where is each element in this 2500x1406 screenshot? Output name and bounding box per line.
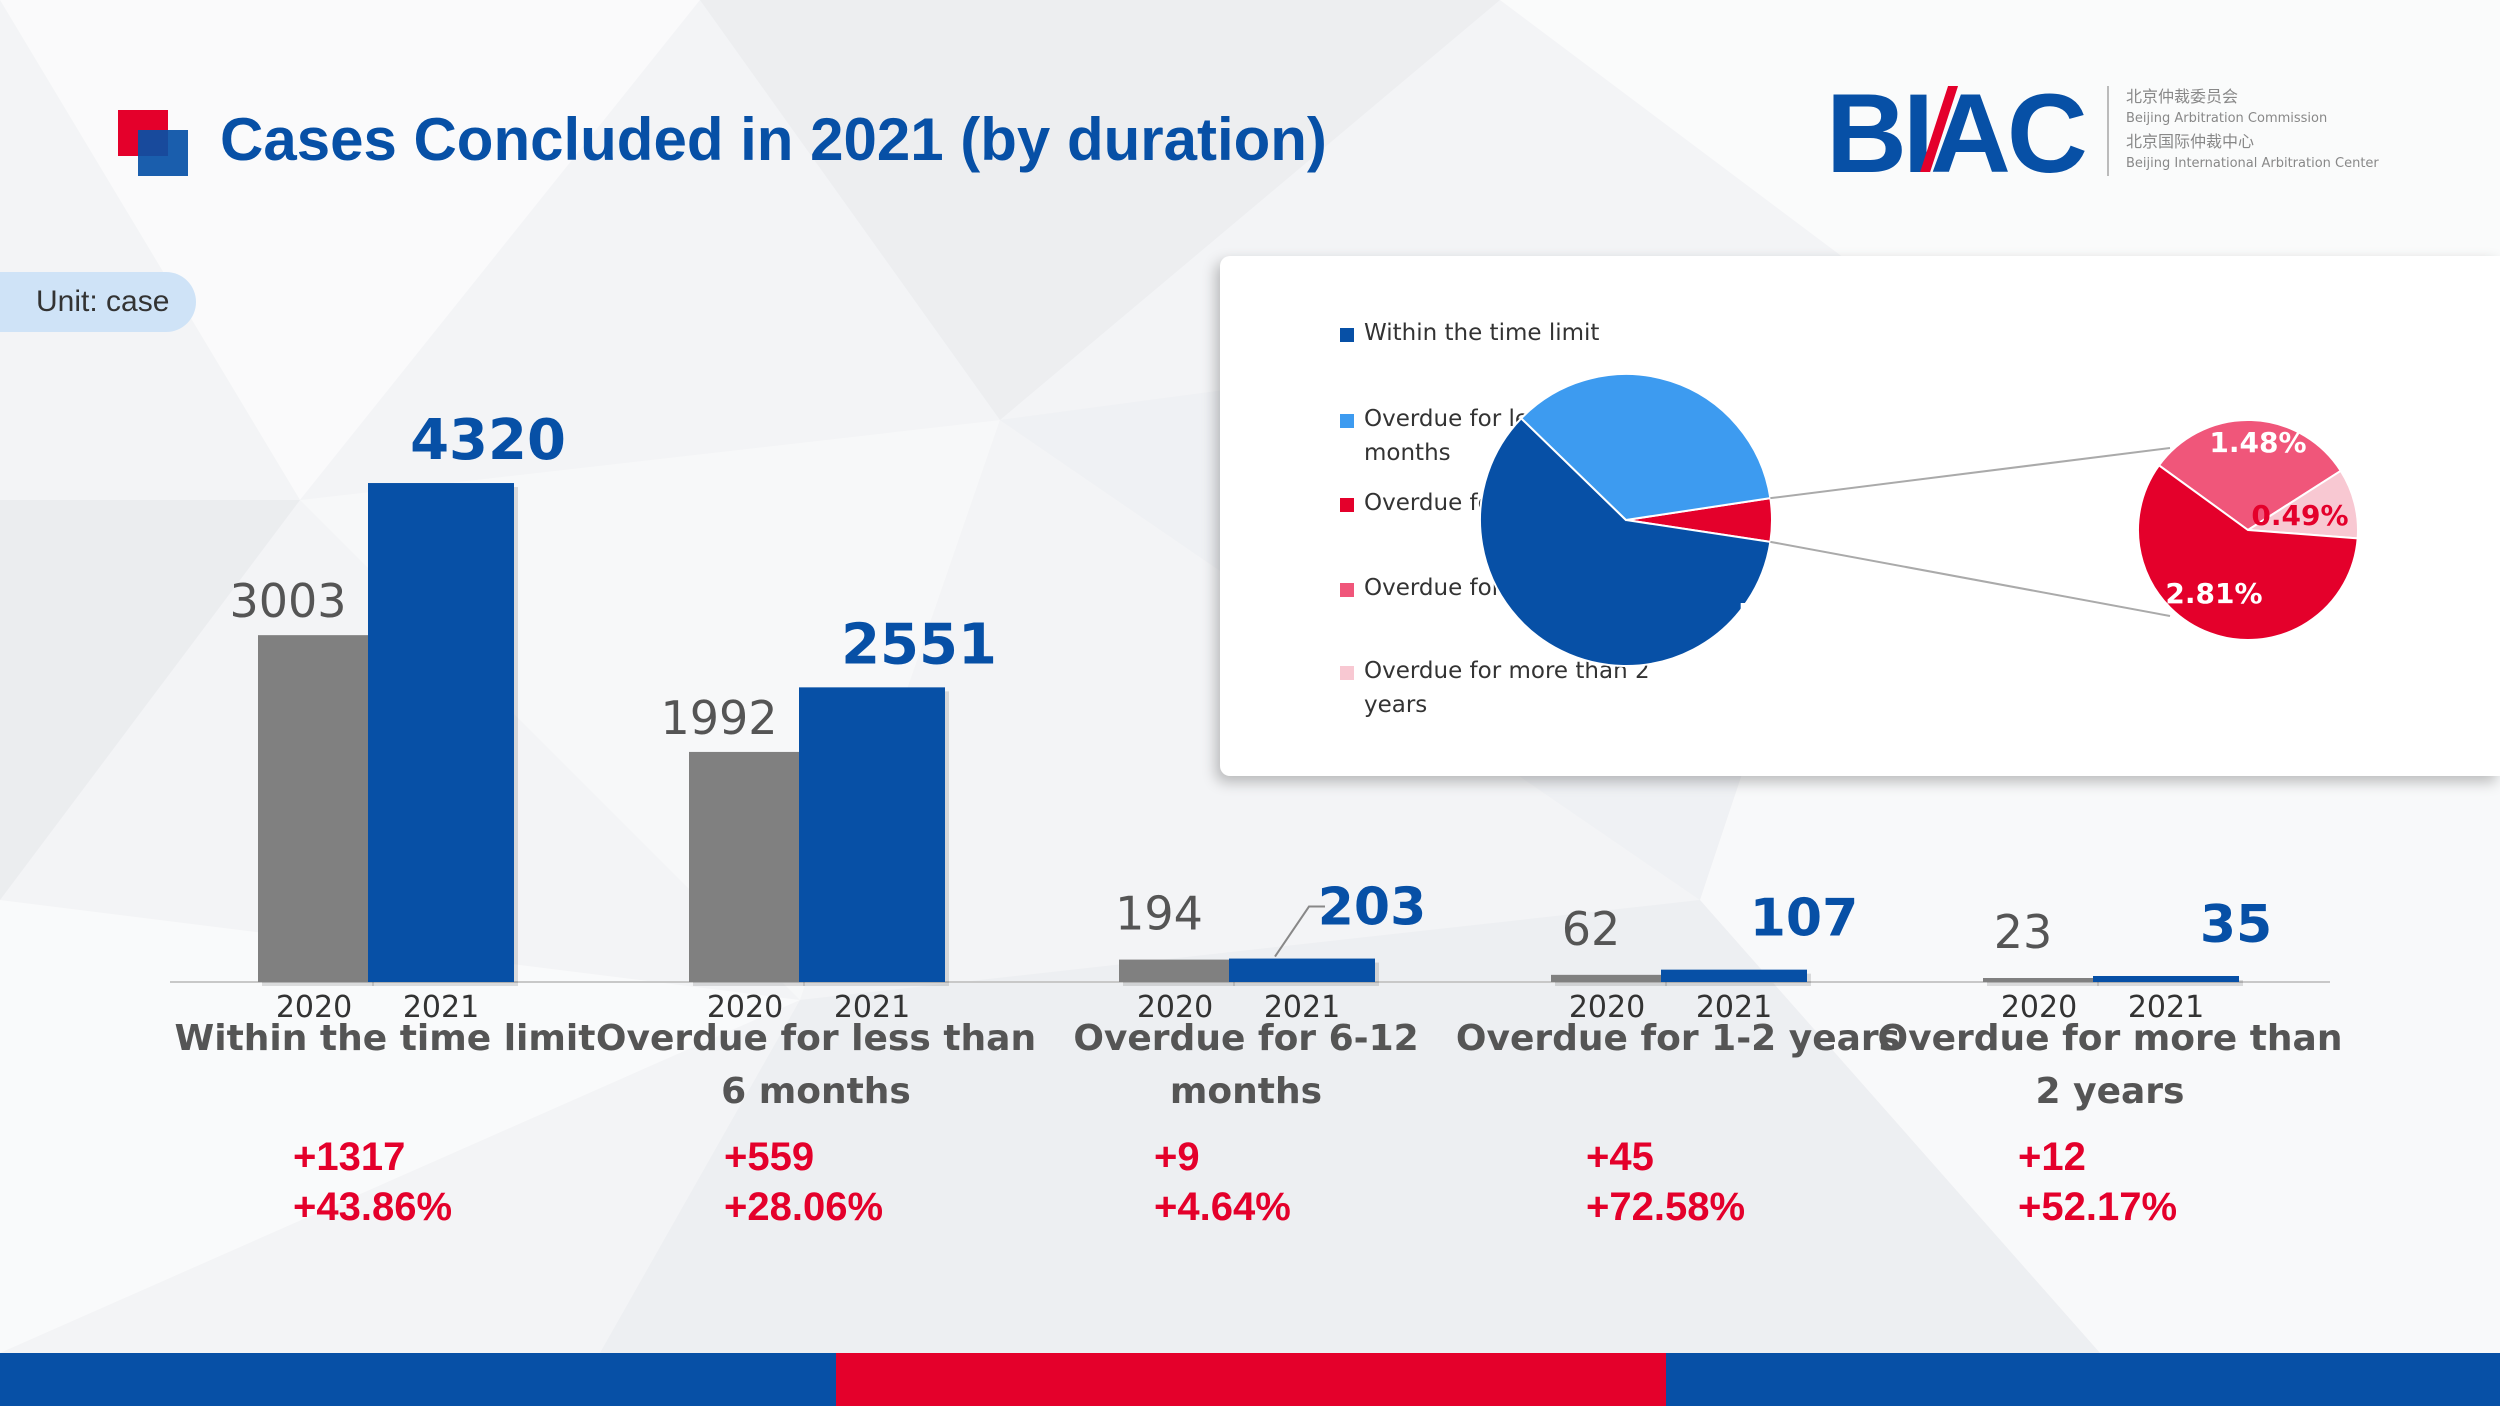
pie-chart-panel: Within the time limit Overdue for less th… bbox=[1220, 256, 2500, 776]
bar-shadow bbox=[1987, 982, 2099, 986]
footer-blue-left bbox=[0, 1353, 836, 1406]
value-label-2020-1: 1992 bbox=[660, 691, 777, 745]
change-abs-4: +12 bbox=[2018, 1135, 2086, 1179]
legend-label: Overdue for more than 2 years bbox=[1364, 658, 1650, 718]
category-label-2: Overdue for 6-12 months bbox=[1073, 1018, 1418, 1112]
bar-2021-0 bbox=[368, 483, 514, 982]
change-abs-1: +559 bbox=[724, 1135, 814, 1179]
unit-label: Unit: case bbox=[0, 272, 196, 332]
category-label-0: Within the time limit bbox=[175, 1018, 596, 1059]
bar-2021-1 bbox=[799, 687, 945, 982]
bar-2021-3 bbox=[1661, 969, 1807, 982]
legend-label: Within the time limit bbox=[1364, 320, 1600, 346]
year-tick-2021: 2021 bbox=[1696, 990, 1772, 1025]
pie-chart: 59.87% 35.35% 4.78% 2.81% 1.48% 0.49% bbox=[1479, 373, 2359, 667]
category-label-4: Overdue for more than 2 years bbox=[1878, 1018, 2343, 1112]
change-pct-0: +43.86% bbox=[293, 1185, 452, 1229]
pie-slice-0 bbox=[1479, 416, 1772, 667]
sub-pie-label-0: 2.81% bbox=[2165, 577, 2262, 610]
value-label-2021-1: 2551 bbox=[841, 612, 997, 677]
sub-pie-label-1: 1.48% bbox=[2209, 426, 2306, 459]
change-pct-4: +52.17% bbox=[2018, 1185, 2177, 1229]
pie-slice-1 bbox=[1519, 373, 1772, 522]
pie-label-1: 35.35% bbox=[1821, 390, 1938, 423]
value-label-2021-2: 203 bbox=[1318, 878, 1427, 938]
value-label-2021-4: 35 bbox=[2200, 895, 2272, 955]
biac-logo: BIAC 北京仲裁委员会 Beijing Arbitration Commiss… bbox=[1826, 80, 2379, 180]
year-tick-2020: 2020 bbox=[2001, 990, 2077, 1025]
change-pct-1: +28.06% bbox=[724, 1185, 883, 1229]
pie-label-0: 59.87% bbox=[1738, 597, 1855, 630]
year-tick-2021: 2021 bbox=[2128, 990, 2204, 1025]
value-label-2020-4: 23 bbox=[1994, 905, 2053, 959]
year-tick-2021: 2021 bbox=[1264, 990, 1340, 1025]
footer-band bbox=[0, 1353, 2500, 1406]
year-tick-2020: 2020 bbox=[1569, 990, 1645, 1025]
sub-pie-label-2: 0.49% bbox=[2251, 499, 2348, 532]
value-label-2020-2: 194 bbox=[1115, 887, 1203, 941]
sub-pie-slice-1 bbox=[2157, 419, 2343, 532]
bar-2020-2 bbox=[1119, 959, 1231, 982]
value-label-2020-0: 3003 bbox=[229, 574, 346, 628]
logo-line-1: 北京仲裁委员会 bbox=[2126, 87, 2238, 106]
value-label-2020-3: 62 bbox=[1562, 902, 1621, 956]
sub-pie-slice-2 bbox=[2244, 469, 2359, 540]
page-title: Cases Concluded in 2021 (by duration) bbox=[220, 106, 1327, 173]
pie-label-2: 4.78% bbox=[1883, 496, 1980, 529]
title-squares-icon bbox=[118, 110, 188, 176]
logo-line-4: Beijing International Arbitration Center bbox=[2126, 156, 2379, 171]
value-label-2021-3: 107 bbox=[1750, 889, 1859, 949]
bar-2020-0 bbox=[258, 635, 370, 982]
footer-blue-right bbox=[1666, 1353, 2500, 1406]
change-abs-3: +45 bbox=[1586, 1135, 1654, 1179]
legend-swatch bbox=[1340, 666, 1354, 680]
footer-red bbox=[836, 1353, 1666, 1406]
bar-2020-4 bbox=[1983, 978, 2095, 982]
legend-swatch bbox=[1340, 414, 1354, 428]
bar-shadow bbox=[1555, 978, 1667, 986]
category-label-3: Overdue for 1-2 years bbox=[1456, 1018, 1900, 1059]
year-tick-2021: 2021 bbox=[834, 990, 910, 1025]
bar-2020-1 bbox=[689, 751, 801, 982]
bar-2020-3 bbox=[1551, 974, 1663, 982]
sub-pie-slice-0 bbox=[2137, 463, 2359, 642]
legend-item-0: Within the time limit bbox=[1340, 316, 1694, 350]
legend-swatch bbox=[1340, 583, 1354, 597]
bar-2021-2 bbox=[1229, 958, 1375, 982]
connector-line-top bbox=[1770, 447, 2171, 500]
year-tick-2020: 2020 bbox=[1137, 990, 1213, 1025]
legend-item-4: Overdue for more than 2 years bbox=[1340, 654, 1694, 722]
change-pct-2: +4.64% bbox=[1154, 1185, 1291, 1229]
year-tick-2020: 2020 bbox=[276, 990, 352, 1025]
legend-swatch bbox=[1340, 328, 1354, 342]
change-abs-0: +1317 bbox=[293, 1135, 405, 1179]
logo-mark: BIAC bbox=[1826, 80, 2085, 180]
change-abs-2: +9 bbox=[1154, 1135, 1200, 1179]
change-pct-3: +72.58% bbox=[1586, 1185, 1745, 1229]
year-tick-2020: 2020 bbox=[707, 990, 783, 1025]
year-tick-2021: 2021 bbox=[403, 990, 479, 1025]
bar-shadow bbox=[2097, 980, 2243, 986]
logo-line-2: Beijing Arbitration Commission bbox=[2126, 111, 2327, 126]
bar-2021-4 bbox=[2093, 976, 2239, 982]
connector-line-bottom bbox=[1770, 540, 2171, 617]
value-label-2021-0: 4320 bbox=[410, 408, 566, 473]
category-label-1: Overdue for less than 6 months bbox=[596, 1018, 1036, 1112]
leader-line bbox=[1274, 905, 1325, 958]
legend-swatch bbox=[1340, 498, 1354, 512]
logo-line-3: 北京国际仲裁中心 bbox=[2126, 132, 2254, 151]
